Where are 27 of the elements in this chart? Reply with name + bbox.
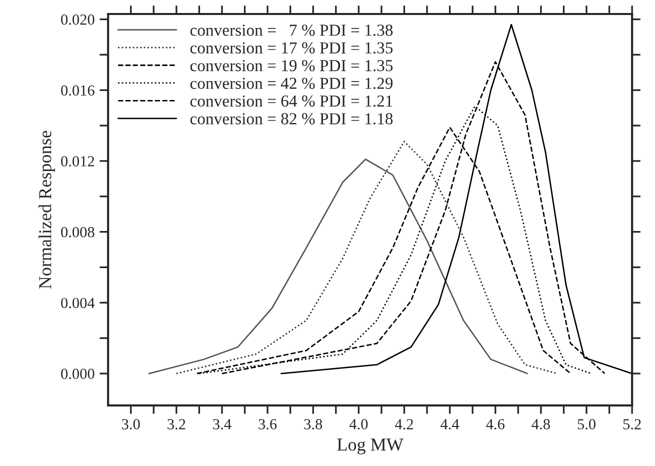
y-axis-title: Normalized Response xyxy=(38,130,55,289)
y-tick-label: 0.008 xyxy=(61,226,94,238)
x-tick-label: 4.4 xyxy=(440,419,460,430)
line-series xyxy=(148,158,528,374)
x-tick-label: 5.0 xyxy=(578,419,596,430)
x-tick-label: 3.6 xyxy=(258,419,277,430)
x-tick-label: 3.2 xyxy=(168,419,186,430)
x-tick-label: 5.2 xyxy=(623,419,641,430)
y-tick-label: 0.016 xyxy=(61,85,94,96)
legend-label: conversion = 64 % PDI = 1.21 xyxy=(190,95,392,107)
legend-label: conversion = 17 % PDI = 1.35 xyxy=(190,42,393,54)
x-tick-label: 3.0 xyxy=(122,419,140,430)
x-tick-label: 3.4 xyxy=(213,419,232,430)
legend-label: conversion = 19 % PDI = 1.35 xyxy=(190,60,393,72)
x-tick-label: 4.8 xyxy=(532,419,550,430)
legend-label: conversion = 7 % PDI = 1.38 xyxy=(190,24,393,36)
x-axis-title: Log MW xyxy=(337,438,404,454)
y-tick-label: 0.000 xyxy=(61,368,94,380)
x-tick-label: 4.2 xyxy=(395,419,413,430)
y-tick-label: 0.004 xyxy=(61,298,95,308)
y-tick-label: 0.020 xyxy=(61,14,94,25)
x-tick-label: 4.6 xyxy=(486,419,504,430)
x-tick-label: 4.0 xyxy=(349,419,368,430)
x-tick-label: 3.8 xyxy=(304,419,322,430)
legend-label: conversion = 42 % PDI = 1.29 xyxy=(190,78,393,90)
y-tick-label: 0.012 xyxy=(61,156,94,167)
legend-label: conversion = 82 % PDI = 1.18 xyxy=(190,113,393,124)
